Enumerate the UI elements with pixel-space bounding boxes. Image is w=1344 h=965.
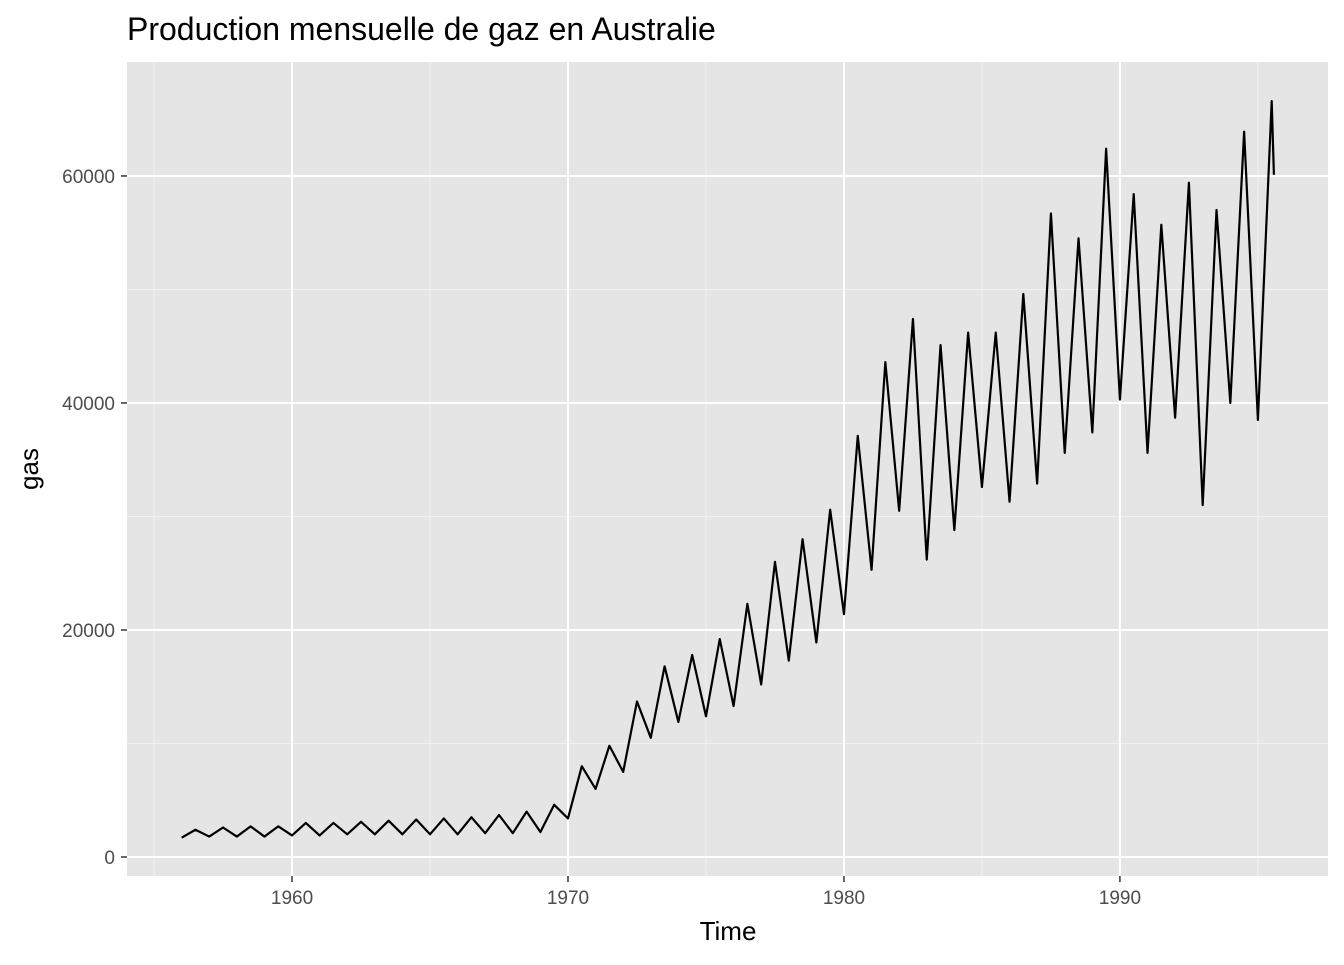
x-axis-title: Time [700, 916, 757, 946]
y-tick-label: 40000 [62, 394, 115, 415]
y-tick-label: 60000 [62, 167, 115, 188]
panel [127, 62, 1328, 876]
data-line [181, 99, 1276, 839]
y-tick-label: 20000 [62, 621, 115, 642]
y-axis-title: gas [14, 448, 44, 490]
x-tick-label: 1970 [547, 888, 589, 909]
chart-title: Production mensuelle de gaz en Australie [127, 11, 716, 47]
x-tick-label: 1990 [1099, 888, 1141, 909]
y-tick-label: 0 [104, 848, 115, 869]
x-tick-label: 1960 [271, 888, 313, 909]
x-tick-label: 1980 [823, 888, 865, 909]
